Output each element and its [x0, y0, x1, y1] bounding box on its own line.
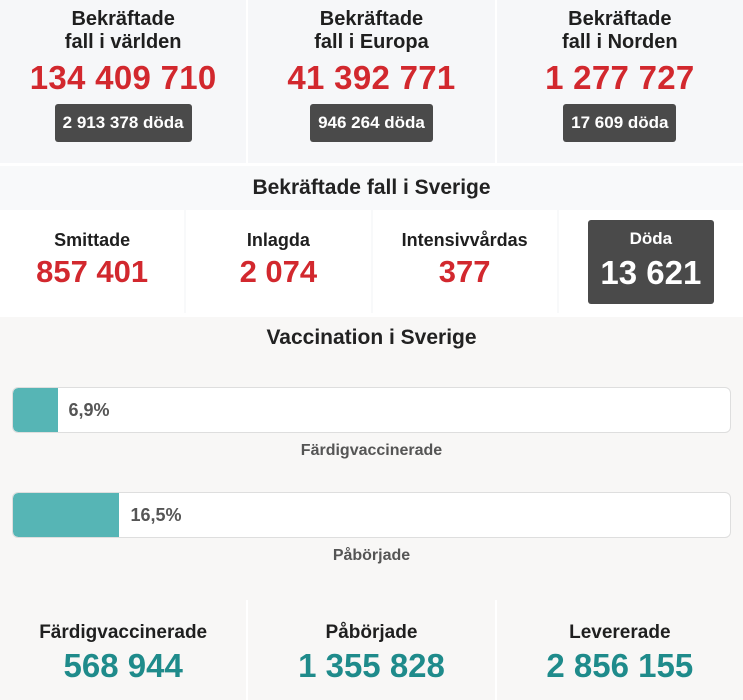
started-vaccination-bar: 16,5%: [12, 492, 731, 538]
sweden-infected-card: Smittade 857 401: [0, 210, 185, 313]
total-fully-vaccinated-card: Färdigvaccinerade 568 944: [0, 600, 247, 700]
sweden-section-title: Bekräftade fall i Sverige: [252, 176, 491, 199]
sweden-hospitalized-label: Inlagda: [246, 230, 310, 250]
nordic-stats-card: Bekräftade fall i Norden 1 277 727 17 60…: [496, 0, 743, 163]
sweden-hospitalized-value: 2 074: [239, 254, 318, 289]
vaccination-totals-row: Färdigvaccinerade 568 944 Påbörjade 1 35…: [0, 600, 743, 700]
total-delivered-label: Levererade: [569, 622, 671, 643]
sweden-stats-row: Smittade 857 401 Inlagda 2 074 Intensivv…: [0, 210, 743, 313]
world-title-line2: fall i världen: [64, 31, 182, 53]
world-cases: 134 409 710: [29, 59, 217, 96]
sweden-section: Bekräftade fall i Sverige Smittade 857 4…: [0, 166, 743, 313]
vaccination-section: Vaccination i Sverige 6,9% Färdigvaccine…: [0, 317, 743, 600]
total-started-value: 1 355 828: [298, 647, 445, 684]
total-delivered-card: Levererade 2 856 155: [496, 600, 743, 700]
started-vaccination-bar-fill: [13, 493, 120, 537]
total-delivered-value: 2 856 155: [546, 647, 694, 684]
sweden-icu-label: Intensivvårdas: [401, 230, 528, 250]
sweden-icu-card: Intensivvårdas 377: [372, 210, 557, 313]
fully-vaccinated-percent: 6,9%: [68, 399, 110, 420]
fully-vaccinated-caption: Färdigvaccinerade: [300, 442, 443, 459]
fully-vaccinated-bar-fill: [13, 388, 58, 432]
sweden-dead-badge: Döda 13 621: [587, 219, 714, 304]
sweden-infected-label: Smittade: [54, 230, 131, 250]
sweden-dead-card: Döda 13 621: [558, 210, 743, 313]
world-title-line1: Bekräftade: [71, 8, 175, 30]
vaccination-section-title: Vaccination i Sverige: [0, 319, 743, 357]
europe-deaths-badge: 946 264 döda: [310, 104, 433, 142]
fully-vaccinated-progress: 6,9% Färdigvaccinerade: [0, 387, 743, 460]
europe-stats-card: Bekräftade fall i Europa 41 392 771 946 …: [248, 0, 495, 163]
sweden-dead-label: Döda: [629, 228, 673, 248]
global-stats-row: Bekräftade fall i världen 134 409 710 2 …: [0, 0, 743, 163]
nordic-title-line1: Bekräftade: [568, 8, 672, 30]
fully-vaccinated-bar: 6,9%: [12, 387, 731, 433]
total-fully-vaccinated-label: Färdigvaccinerade: [39, 622, 208, 643]
total-fully-vaccinated-value: 568 944: [63, 647, 183, 684]
started-vaccination-percent: 16,5%: [130, 504, 182, 525]
europe-cases: 41 392 771: [287, 59, 456, 96]
world-stats-card: Bekräftade fall i världen 134 409 710 2 …: [0, 0, 247, 163]
nordic-deaths-badge: 17 609 döda: [563, 104, 677, 142]
total-started-label: Påbörjade: [325, 622, 418, 643]
nordic-title: Bekräftade fall i Norden: [562, 8, 678, 54]
nordic-title-line2: fall i Norden: [562, 31, 678, 53]
europe-title-line2: fall i Europa: [314, 31, 429, 53]
europe-title: Bekräftade fall i Europa: [314, 8, 428, 54]
sweden-icu-value: 377: [438, 254, 491, 289]
started-vaccination-progress: 16,5% Påbörjade: [0, 492, 743, 565]
sweden-hospitalized-card: Inlagda 2 074: [186, 210, 371, 313]
nordic-cases: 1 277 727: [545, 59, 695, 96]
total-started-card: Påbörjade 1 355 828: [248, 600, 495, 700]
sweden-dead-value: 13 621: [600, 253, 702, 291]
world-deaths-badge: 2 913 378 döda: [54, 104, 192, 142]
sweden-infected-value: 857 401: [36, 254, 149, 289]
europe-title-line1: Bekräftade: [319, 8, 424, 30]
world-title: Bekräftade fall i världen: [65, 8, 182, 54]
started-vaccination-caption: Påbörjade: [332, 547, 411, 564]
